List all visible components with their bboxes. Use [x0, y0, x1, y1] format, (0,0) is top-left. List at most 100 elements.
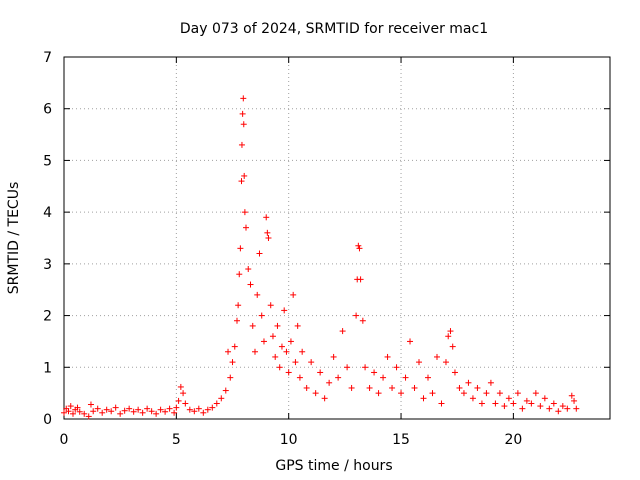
- data-point: [348, 384, 355, 391]
- data-point: [523, 397, 530, 404]
- data-point: [263, 214, 270, 221]
- data-point: [254, 291, 261, 298]
- data-point: [245, 266, 252, 273]
- data-point: [191, 408, 198, 415]
- data-point: [420, 395, 427, 402]
- data-point: [429, 390, 436, 397]
- data-point: [144, 405, 151, 412]
- data-point: [243, 224, 249, 231]
- data-point: [256, 250, 263, 257]
- data-point: [249, 322, 256, 329]
- data-point: [269, 333, 276, 340]
- y-tick-label: 3: [43, 257, 52, 273]
- data-point: [238, 178, 245, 185]
- data-point: [231, 343, 238, 350]
- data-point: [157, 406, 164, 413]
- y-tick-label: 6: [43, 102, 52, 118]
- x-tick-label: 10: [280, 432, 298, 448]
- data-point: [356, 245, 363, 252]
- data-point: [505, 395, 512, 402]
- x-tick-label: 20: [504, 432, 522, 448]
- data-point: [456, 384, 463, 391]
- data-point: [303, 384, 310, 391]
- data-point: [287, 338, 294, 345]
- data-point: [258, 312, 265, 319]
- data-point: [267, 302, 274, 309]
- data-point: [296, 374, 303, 381]
- y-tick-label: 0: [43, 412, 52, 428]
- data-point: [294, 322, 301, 329]
- data-point: [276, 364, 283, 371]
- data-point: [546, 405, 553, 412]
- data-point: [126, 405, 133, 412]
- data-point: [265, 235, 272, 241]
- data-point: [474, 384, 481, 391]
- data-point: [283, 348, 290, 355]
- data-point: [81, 410, 88, 417]
- data-point: [433, 353, 440, 360]
- data-point: [94, 405, 101, 412]
- data-point: [241, 172, 248, 179]
- data-point: [371, 369, 378, 376]
- data-point: [339, 328, 346, 335]
- data-point: [121, 407, 128, 414]
- y-tick-label: 7: [43, 50, 52, 66]
- data-point: [272, 353, 279, 360]
- data-point: [326, 379, 333, 386]
- data-point: [234, 317, 241, 324]
- data-point: [407, 338, 414, 345]
- data-point: [74, 404, 81, 411]
- x-tick-label: 0: [60, 432, 69, 448]
- data-point: [384, 353, 391, 360]
- data-point: [411, 384, 418, 391]
- data-point: [260, 338, 267, 345]
- data-point: [173, 404, 180, 411]
- data-point: [501, 403, 508, 410]
- data-point: [438, 400, 445, 407]
- data-point: [166, 405, 173, 412]
- data-point: [564, 405, 571, 412]
- data-point: [299, 348, 306, 355]
- y-axis-label: SRMTID / TECUs: [6, 182, 22, 295]
- x-tick-label: 5: [172, 432, 181, 448]
- data-point: [69, 410, 76, 417]
- data-point: [537, 403, 544, 410]
- data-point: [247, 281, 254, 288]
- x-axis-label: GPS time / hours: [275, 458, 392, 474]
- data-point: [236, 271, 243, 278]
- data-point: [532, 390, 539, 397]
- data-point: [393, 364, 400, 371]
- data-point: [108, 408, 115, 415]
- data-point: [568, 392, 575, 399]
- data-point: [180, 390, 187, 397]
- y-tick-label: 4: [43, 205, 52, 221]
- data-point: [195, 405, 202, 412]
- data-point: [366, 384, 373, 391]
- data-point: [225, 348, 232, 355]
- data-point: [103, 406, 110, 413]
- data-point: [61, 409, 67, 416]
- data-point: [85, 413, 92, 420]
- data-point: [355, 242, 362, 249]
- data-point: [465, 379, 472, 386]
- data-point: [238, 141, 245, 148]
- y-tick-label: 2: [43, 309, 52, 325]
- data-point: [445, 333, 452, 340]
- data-point: [274, 322, 281, 329]
- data-point: [264, 229, 271, 236]
- data-point: [218, 395, 225, 402]
- data-point: [362, 364, 369, 371]
- data-point: [528, 400, 535, 407]
- data-point: [139, 409, 146, 416]
- data-point: [398, 390, 405, 397]
- data-point: [240, 95, 247, 102]
- data-point: [148, 408, 155, 415]
- data-point: [442, 359, 449, 366]
- data-point: [290, 291, 297, 298]
- data-point: [402, 374, 409, 381]
- data-point: [278, 343, 285, 350]
- data-point: [447, 328, 454, 335]
- data-point: [312, 390, 319, 397]
- y-tick-label: 5: [43, 153, 52, 169]
